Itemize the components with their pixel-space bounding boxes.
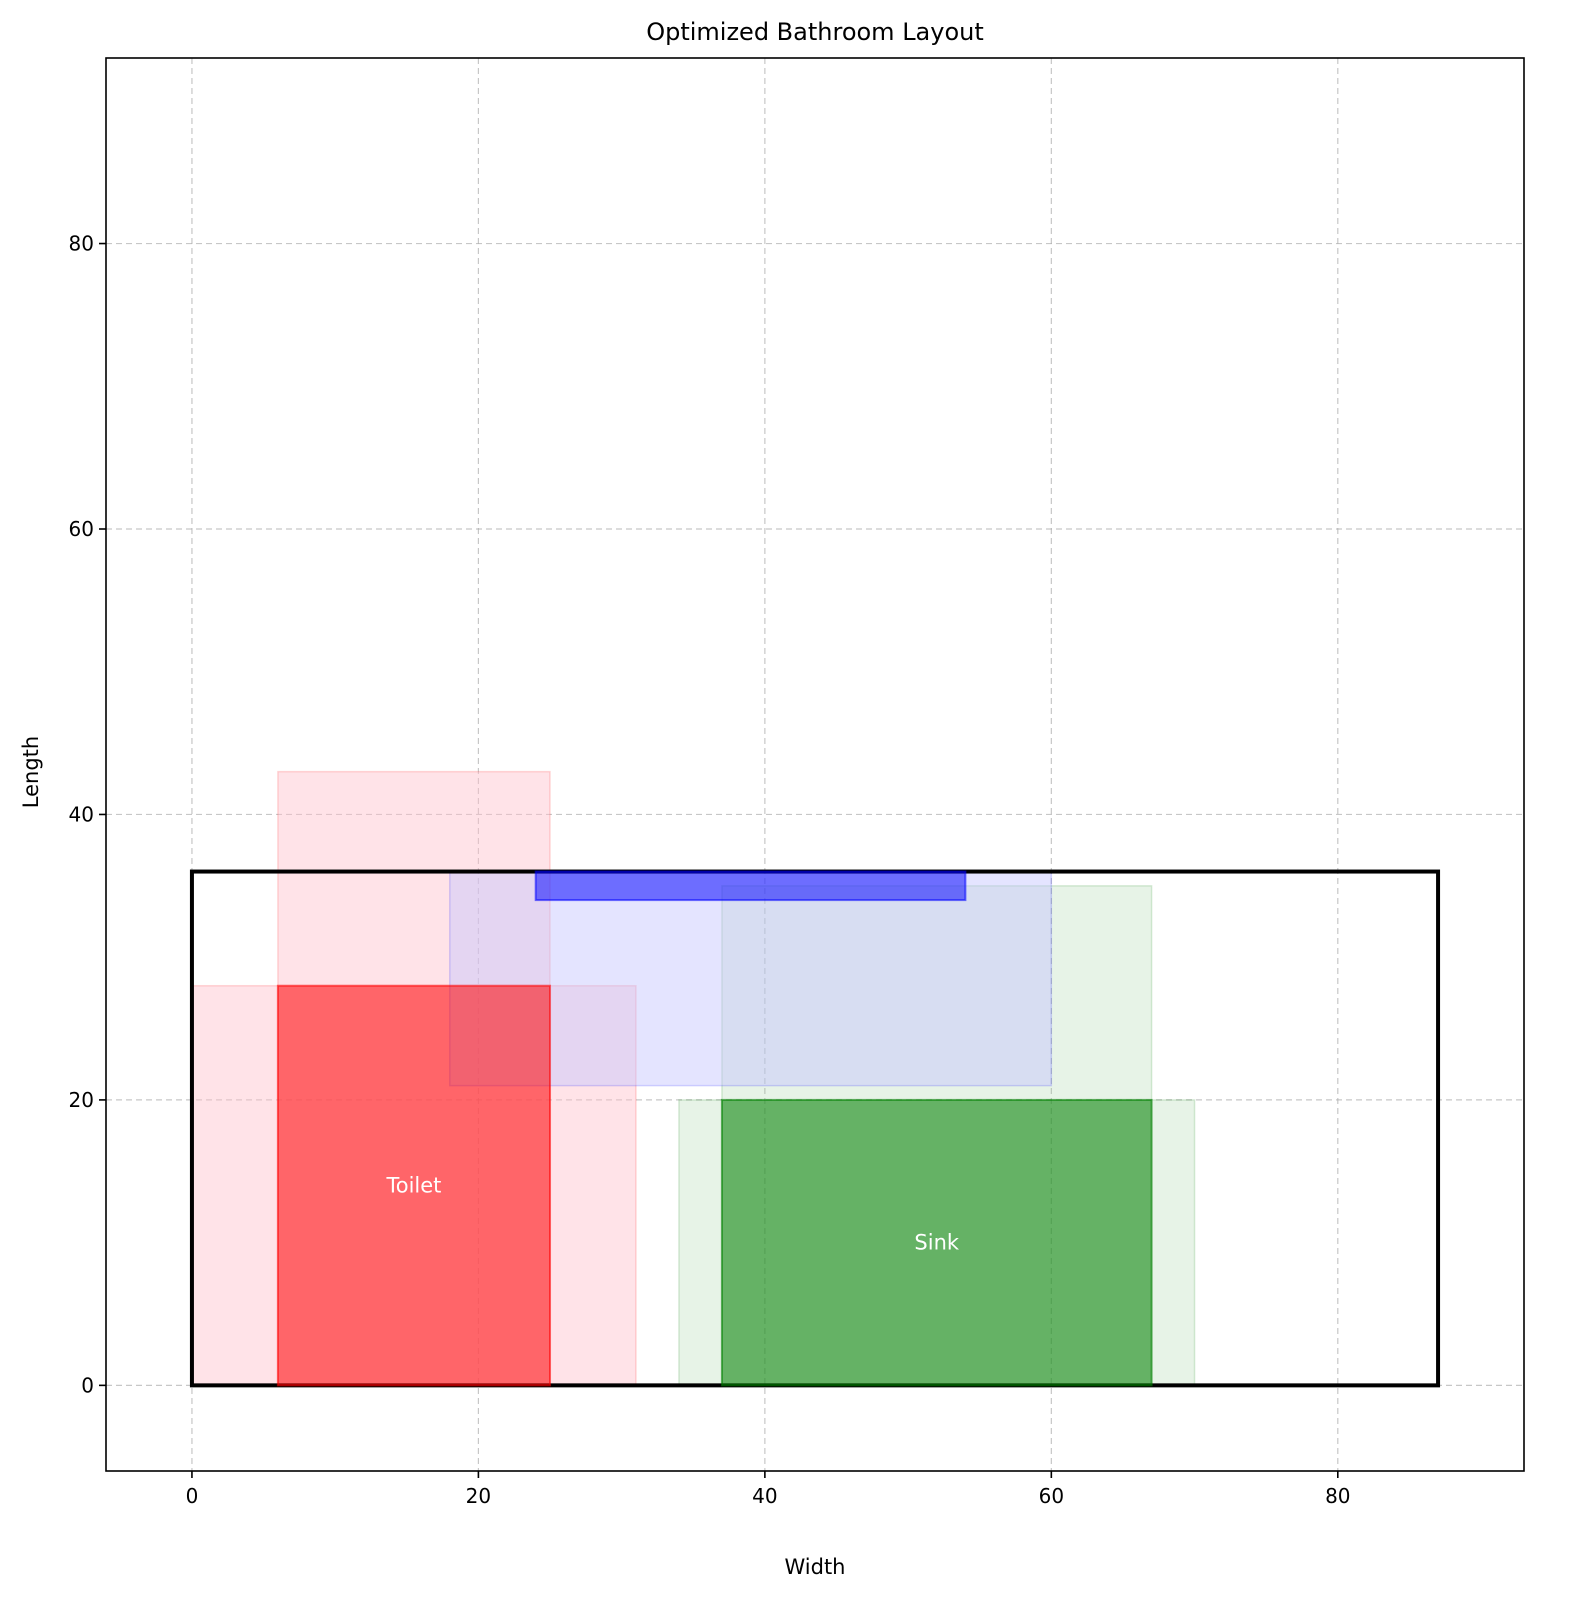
y-tick-label: 80 <box>69 232 94 256</box>
chart-title: Optimized Bathroom Layout <box>646 18 984 46</box>
x-tick-label: 40 <box>752 1484 777 1508</box>
plot-frame <box>105 57 1525 1472</box>
fixture-rect <box>534 870 967 902</box>
y-axis-label: Length <box>19 736 43 808</box>
fixture-label: Sink <box>914 1231 959 1255</box>
fixture-labels: Toilet Sink <box>385 1174 959 1255</box>
x-tick-label: 80 <box>1325 1484 1350 1508</box>
grid <box>106 58 1524 1471</box>
y-tick-label: 40 <box>69 802 94 826</box>
fixture-label: Toilet <box>385 1174 441 1198</box>
y-tick-label: 0 <box>81 1373 94 1397</box>
x-tick-label: 0 <box>186 1484 199 1508</box>
x-tick-label: 60 <box>1039 1484 1064 1508</box>
x-axis-label: Width <box>784 1555 845 1579</box>
x-tick-label: 20 <box>466 1484 491 1508</box>
fixtures <box>276 870 1153 1387</box>
axis-ticks: 0 20 40 60 80 0 20 40 60 80 <box>69 232 1351 1508</box>
y-tick-label: 60 <box>69 517 94 541</box>
fixture-rect <box>276 984 552 1387</box>
y-tick-label: 20 <box>69 1088 94 1112</box>
fixture-rect <box>720 1098 1153 1387</box>
